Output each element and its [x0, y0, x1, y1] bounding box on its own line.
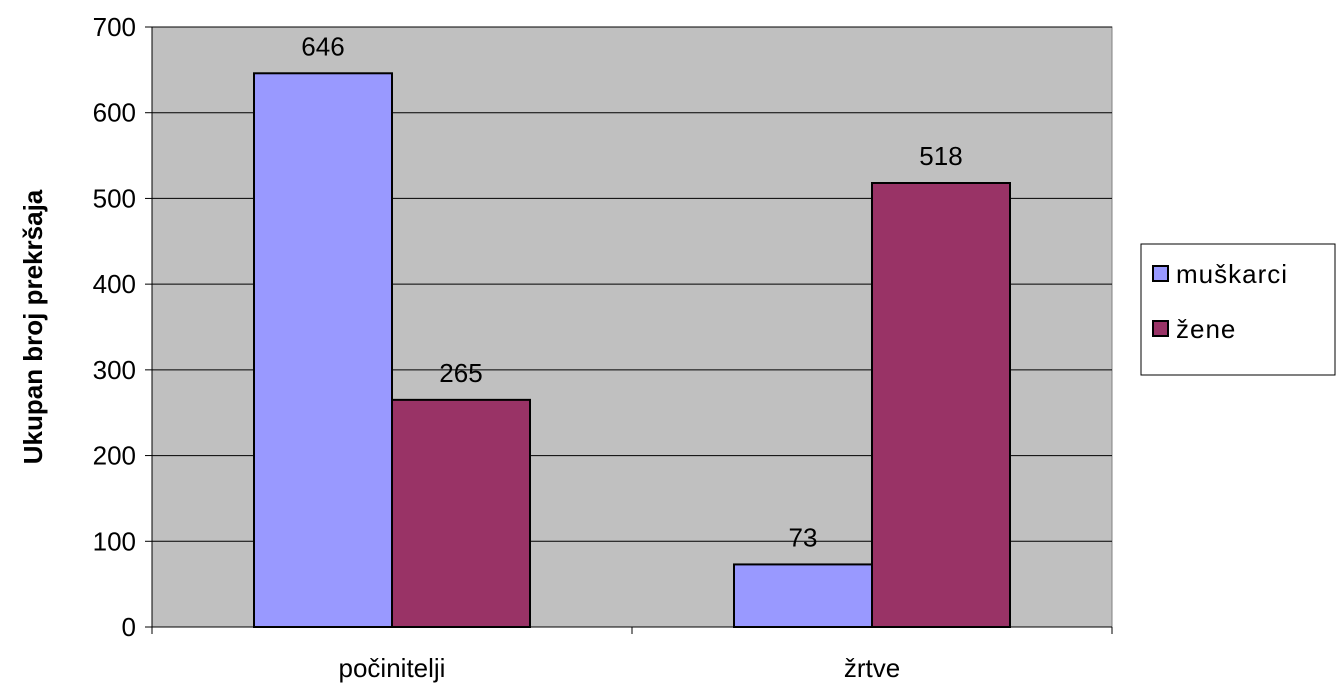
y-axis-label: Ukupan broj prekršaja	[18, 189, 48, 464]
bar-series2-1	[871, 182, 1011, 628]
x-tick-label: žrtve	[844, 653, 900, 683]
legend-label: muškarci	[1176, 259, 1288, 289]
legend-box	[1140, 243, 1336, 376]
x-tick-labels: počinitelji žrtve	[339, 653, 901, 683]
data-label: 518	[919, 141, 962, 171]
legend: muškarci žene	[1140, 243, 1336, 376]
bars	[253, 72, 1011, 629]
y-tick-label: 700	[93, 12, 136, 42]
bar-series1-0	[253, 72, 393, 629]
data-label: 73	[789, 522, 818, 552]
y-tick-label: 600	[93, 98, 136, 128]
y-tick-label: 300	[93, 355, 136, 385]
y-tick-label: 100	[93, 526, 136, 556]
bar-series2-0	[391, 398, 531, 628]
y-tick-labels: 0 100 200 300 400 500 600 700	[93, 12, 136, 642]
y-tick-label: 400	[93, 269, 136, 299]
y-tick-label: 500	[93, 183, 136, 213]
data-labels: 646 265 73 518	[301, 31, 962, 552]
axes	[145, 26, 1113, 634]
bar-series1-1	[733, 563, 873, 629]
y-tick-label: 200	[93, 441, 136, 471]
legend-swatch	[1152, 265, 1169, 282]
data-label: 646	[301, 31, 344, 61]
legend-swatch	[1152, 320, 1169, 337]
y-tick-label: 0	[122, 612, 136, 642]
legend-label: žene	[1176, 314, 1236, 344]
data-label: 265	[439, 358, 482, 388]
x-tick-label: počinitelji	[339, 653, 446, 683]
